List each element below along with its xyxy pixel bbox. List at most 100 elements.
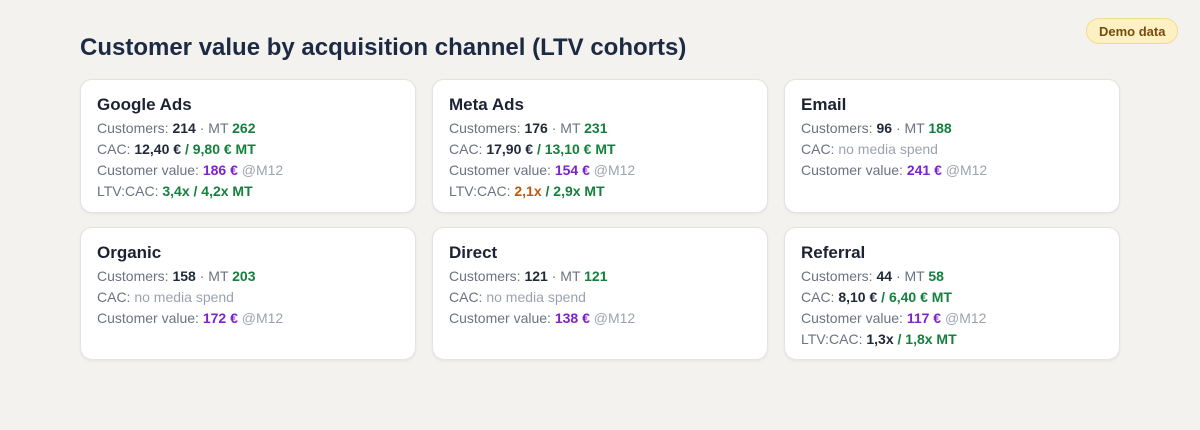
customers-value: 214 (172, 120, 196, 136)
customers-row: Customers: 96 · MT 188 (801, 118, 1103, 139)
slash: / (545, 183, 550, 199)
customers-label: Customers: (97, 120, 169, 136)
customer-value-row: Customer value: 154 € @M12 (449, 160, 751, 181)
customers-value: 158 (172, 268, 196, 284)
cac-row: CAC: no media spend (801, 139, 1103, 160)
customers-value: 96 (876, 120, 893, 136)
customers-label: Customers: (801, 268, 873, 284)
ltv-cac-label: LTV:CAC: (801, 331, 863, 347)
customer-value: 117 € (906, 310, 942, 326)
cac-row: CAC: 12,40 € / 9,80 € MT (97, 139, 399, 160)
customer-value-label: Customer value: (97, 162, 199, 178)
mt-label: MT (904, 120, 925, 136)
cac-label: CAC: (801, 141, 835, 157)
mt-label: MT (560, 268, 581, 284)
channel-card-email: Email Customers: 96 · MT 188 CAC: no med… (784, 79, 1120, 213)
no-media-spend: no media spend (838, 141, 938, 157)
ltv-cac-mt-value: 2,9x MT (553, 183, 605, 199)
customer-value: 138 € (554, 310, 590, 326)
slash: / (897, 331, 902, 347)
ltv-cac-row: LTV:CAC: 3,4x / 4,2x MT (97, 181, 399, 202)
cac-value: 17,90 € (486, 141, 534, 157)
customers-value: 121 (524, 268, 548, 284)
separator-dot: · (895, 120, 901, 136)
no-media-spend: no media spend (134, 289, 234, 305)
cac-row: CAC: no media spend (97, 287, 399, 308)
cac-value: 12,40 € (134, 141, 182, 157)
channel-card-meta-ads: Meta Ads Customers: 176 · MT 231 CAC: 17… (432, 79, 768, 213)
demo-data-badge: Demo data (1086, 18, 1179, 44)
ltv-cac-mt-value: 1,8x MT (905, 331, 957, 347)
separator-dot: · (895, 268, 901, 284)
cac-mt-value: 9,80 € MT (192, 141, 256, 157)
card-title: Organic (97, 243, 162, 262)
customer-value: 172 € (202, 310, 238, 326)
customers-mt-value: 58 (928, 268, 944, 284)
ltv-cac-value: 2,1x (514, 183, 542, 199)
customers-row: Customers: 158 · MT 203 (97, 266, 399, 287)
customer-value-label: Customer value: (801, 310, 903, 326)
ltv-cac-row: LTV:CAC: 1,3x / 1,8x MT (801, 329, 1103, 350)
customer-value-row: Customer value: 138 € @M12 (449, 308, 751, 329)
card-title: Google Ads (97, 95, 192, 114)
customers-mt-value: 203 (232, 268, 256, 284)
mt-label: MT (560, 120, 581, 136)
channel-card-organic: Organic Customers: 158 · MT 203 CAC: no … (80, 227, 416, 360)
m12-label: @M12 (944, 310, 987, 326)
slash: / (881, 289, 886, 305)
customers-value: 176 (524, 120, 548, 136)
ltv-cac-mt-value: 4,2x MT (201, 183, 253, 199)
m12-label: @M12 (593, 310, 636, 326)
customer-value-row: Customer value: 117 € @M12 (801, 308, 1103, 329)
mt-label: MT (904, 268, 925, 284)
m12-label: @M12 (593, 162, 636, 178)
customer-value-label: Customer value: (449, 310, 551, 326)
customers-row: Customers: 214 · MT 262 (97, 118, 399, 139)
cac-row: CAC: no media spend (449, 287, 751, 308)
m12-label: @M12 (241, 162, 284, 178)
ltv-cac-value: 1,3x (866, 331, 894, 347)
channel-card-grid: Google Ads Customers: 214 · MT 262 CAC: … (80, 79, 1120, 360)
customers-mt-value: 188 (928, 120, 952, 136)
customer-value-label: Customer value: (801, 162, 903, 178)
separator-dot: · (199, 268, 205, 284)
slash: / (536, 141, 541, 157)
customer-value-label: Customer value: (449, 162, 551, 178)
channel-card-google-ads: Google Ads Customers: 214 · MT 262 CAC: … (80, 79, 416, 213)
customer-value-row: Customer value: 186 € @M12 (97, 160, 399, 181)
cac-label: CAC: (449, 141, 483, 157)
card-title: Email (801, 95, 847, 114)
customers-mt-value: 262 (232, 120, 256, 136)
mt-label: MT (208, 120, 229, 136)
cac-label: CAC: (97, 289, 131, 305)
customers-label: Customers: (449, 268, 521, 284)
customer-value-row: Customer value: 172 € @M12 (97, 308, 399, 329)
ltv-cac-row: LTV:CAC: 2,1x / 2,9x MT (449, 181, 751, 202)
separator-dot: · (551, 120, 557, 136)
customers-label: Customers: (97, 268, 169, 284)
customers-mt-value: 231 (584, 120, 608, 136)
cac-row: CAC: 17,90 € / 13,10 € MT (449, 139, 751, 160)
card-title: Meta Ads (449, 95, 524, 114)
m12-label: @M12 (241, 310, 284, 326)
separator-dot: · (551, 268, 557, 284)
cac-label: CAC: (801, 289, 835, 305)
ltv-cac-label: LTV:CAC: (449, 183, 511, 199)
customers-row: Customers: 44 · MT 58 (801, 266, 1103, 287)
cac-mt-value: 6,40 € MT (888, 289, 952, 305)
customer-value: 241 € (906, 162, 942, 178)
channel-card-referral: Referral Customers: 44 · MT 58 CAC: 8,10… (784, 227, 1120, 360)
customer-value-row: Customer value: 241 € @M12 (801, 160, 1103, 181)
customers-value: 44 (876, 268, 893, 284)
customers-mt-value: 121 (584, 268, 608, 284)
customers-row: Customers: 176 · MT 231 (449, 118, 751, 139)
slash: / (193, 183, 198, 199)
no-media-spend: no media spend (486, 289, 586, 305)
m12-label: @M12 (945, 162, 988, 178)
slash: / (184, 141, 189, 157)
ltv-cac-value: 3,4x (162, 183, 190, 199)
card-title: Referral (801, 243, 866, 262)
channel-card-direct: Direct Customers: 121 · MT 121 CAC: no m… (432, 227, 768, 360)
cac-value: 8,10 € (838, 289, 878, 305)
customers-row: Customers: 121 · MT 121 (449, 266, 751, 287)
